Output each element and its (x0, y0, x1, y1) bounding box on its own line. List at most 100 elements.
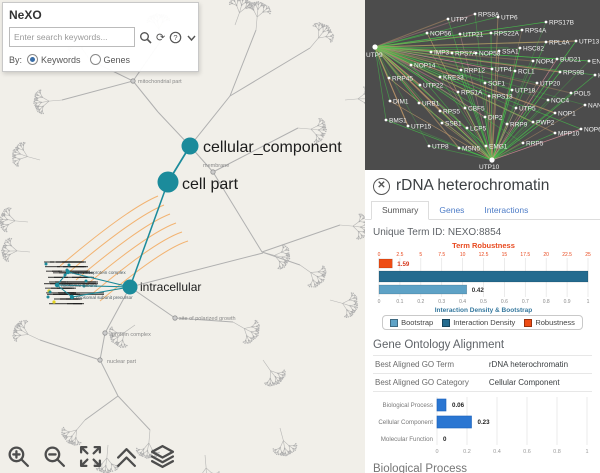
gene-node[interactable]: RPS13 (487, 94, 513, 101)
gene-node[interactable]: UTP21 (458, 32, 484, 39)
gene-node[interactable]: NOP6 (579, 127, 600, 134)
gene-node[interactable]: UTP13 (574, 39, 600, 46)
gene-node[interactable]: RRP12 (459, 68, 486, 75)
ontology-canvas[interactable]: mitochondrial part membrane protein comple… (0, 0, 365, 473)
svg-text:UTP22: UTP22 (423, 83, 444, 90)
gene-node[interactable]: URB1 (417, 101, 440, 108)
search-input[interactable] (9, 27, 135, 47)
svg-text:0.3: 0.3 (438, 299, 445, 305)
gene-node[interactable]: KRI1 (593, 73, 600, 80)
gene-node[interactable]: NOP4 (531, 59, 554, 66)
gene-node[interactable]: UTP8 (427, 144, 449, 151)
ontology-term-node[interactable]: protein complex (102, 330, 151, 338)
tab-summary[interactable]: Summary (371, 201, 430, 220)
gene-node[interactable]: BMS1 (384, 118, 407, 125)
gene-node[interactable]: MPP10 (553, 131, 580, 138)
gene-node[interactable]: UTP6 (496, 15, 518, 22)
gene-node[interactable]: RPS22A (489, 31, 520, 38)
svg-text:DIP2: DIP2 (488, 115, 503, 122)
ontology-term-node[interactable]: ribosomal subunit precursor (69, 294, 133, 300)
gene-node[interactable]: RPS17B (544, 20, 574, 27)
gene-node[interactable]: UTP5 (514, 106, 536, 113)
gene-node[interactable]: CBF5 (463, 106, 485, 113)
gene-node[interactable]: RRP45 (387, 76, 414, 83)
gene-node[interactable]: NOP1 (553, 111, 576, 118)
gene-node[interactable]: KRE33 (438, 75, 464, 82)
radio-icon[interactable] (27, 54, 39, 65)
svg-text:Interaction Density & Bootstra: Interaction Density & Bootstrap (435, 307, 533, 314)
gene-node[interactable]: HSC82 (518, 46, 545, 53)
layers-icon[interactable] (150, 444, 175, 469)
gene-node[interactable]: EMG1 (484, 144, 508, 151)
gene-node[interactable]: UTP18 (510, 88, 536, 95)
ontology-term-node[interactable]: ribosomal subunit (54, 282, 98, 288)
search-by-keywords[interactable]: Keywords (27, 54, 81, 65)
search-by-label: By: (9, 54, 23, 65)
gene-node[interactable]: RRP5 (521, 141, 544, 148)
ontology-term-node[interactable]: cell part (157, 171, 239, 194)
help-icon[interactable]: ? (169, 30, 182, 44)
gene-node[interactable]: UTP20 (535, 81, 561, 88)
gene-node[interactable]: NAN1 (583, 103, 600, 110)
gene-node[interactable]: SSA1 (497, 49, 519, 56)
gene-node[interactable]: RPS8A (473, 12, 500, 19)
ontology-term-node[interactable]: membrane (203, 163, 229, 175)
radio-icon[interactable] (89, 54, 101, 65)
gene-node[interactable]: RCL1 (513, 69, 535, 76)
fit-view-icon[interactable] (78, 444, 103, 469)
search-icon[interactable] (139, 30, 152, 44)
ontology-term-node[interactable]: nuclear part (97, 357, 137, 365)
gene-node[interactable]: UTP4 (490, 67, 512, 74)
gene-node[interactable]: IMP3 (429, 50, 450, 57)
gene-node[interactable]: NOC4 (546, 98, 570, 105)
ontology-term-node[interactable]: ribonucleoprotein complex (65, 269, 127, 275)
gene-node[interactable]: DIM1 (388, 99, 409, 106)
ontology-term-node[interactable]: site of polarized growth (172, 315, 236, 322)
gene-node[interactable]: PWP2 (531, 120, 555, 127)
gene-node[interactable]: UTP15 (406, 124, 432, 131)
zoom-in-icon[interactable] (6, 444, 31, 469)
tab-interactions[interactable]: Interactions (484, 205, 529, 215)
ontology-term-node[interactable]: intracellular (122, 279, 202, 295)
radio-label: Genes (103, 54, 131, 65)
gene-node[interactable]: UTP10 (479, 157, 500, 170)
gene-network-graph[interactable]: RPS8A UTP6 RPS17B UTP7 NOP56 UTP21 RPS22A RPS4A… (365, 0, 600, 170)
zoom-out-icon[interactable] (42, 444, 67, 469)
gene-node[interactable]: NOP14 (409, 63, 436, 70)
gene-node[interactable]: UTP22 (418, 83, 444, 90)
gene-node[interactable]: MSN5 (457, 146, 481, 153)
gene-node[interactable]: NOP58 (474, 51, 501, 58)
gene-node[interactable]: RPS5 (438, 109, 461, 116)
svg-text:RPS22A: RPS22A (494, 31, 520, 38)
gene-node[interactable]: RPS4A (520, 28, 547, 35)
tab-genes[interactable]: Genes (439, 205, 465, 215)
svg-text:RPS4A: RPS4A (525, 28, 547, 35)
gene-node[interactable]: RRP9 (505, 122, 528, 129)
gene-node[interactable]: SOF1 (483, 81, 506, 88)
gene-node[interactable]: POL5 (569, 91, 591, 98)
gene-node[interactable]: DIP2 (483, 115, 503, 122)
close-icon[interactable]: ✕ (373, 177, 390, 195)
gene-node[interactable]: RPS1A (456, 90, 483, 97)
gene-node[interactable]: UTP7 (446, 17, 468, 24)
gene-network-panel[interactable]: RPS8A UTP6 RPS17B UTP7 NOP56 UTP21 RPS22A RPS4A… (365, 0, 600, 170)
collapse-depth-icon[interactable] (114, 444, 139, 469)
term-detail-panel: ✕ rDNA heterochromatin Summary Genes Inter… (365, 170, 600, 473)
gene-node[interactable]: ENP1 (587, 59, 600, 66)
ontology-term-node[interactable]: cellular_component (181, 137, 343, 157)
gene-node[interactable]: SSB1 (440, 121, 462, 128)
ontology-term-node[interactable]: mitochondrial part (130, 78, 182, 85)
gene-node[interactable]: UTP9 (366, 44, 383, 59)
gene-node[interactable]: RPL4A (544, 40, 571, 47)
refresh-icon[interactable]: ⟳ (156, 31, 166, 44)
go-row-label: Best Aligned GO Term (373, 355, 487, 374)
gene-node[interactable]: RPS7A (450, 51, 477, 58)
gene-node[interactable]: BUD21 (555, 57, 582, 64)
legend-swatch (442, 318, 451, 327)
chevron-down-icon[interactable] (186, 30, 197, 44)
ontology-graph[interactable]: mitochondrial part membrane protein comple… (0, 0, 365, 473)
search-by-genes[interactable]: Genes (89, 54, 131, 65)
gene-node[interactable]: NOP56 (425, 31, 452, 38)
gene-node[interactable]: LCP5 (465, 126, 487, 133)
gene-node[interactable]: RPS9B (558, 70, 585, 77)
